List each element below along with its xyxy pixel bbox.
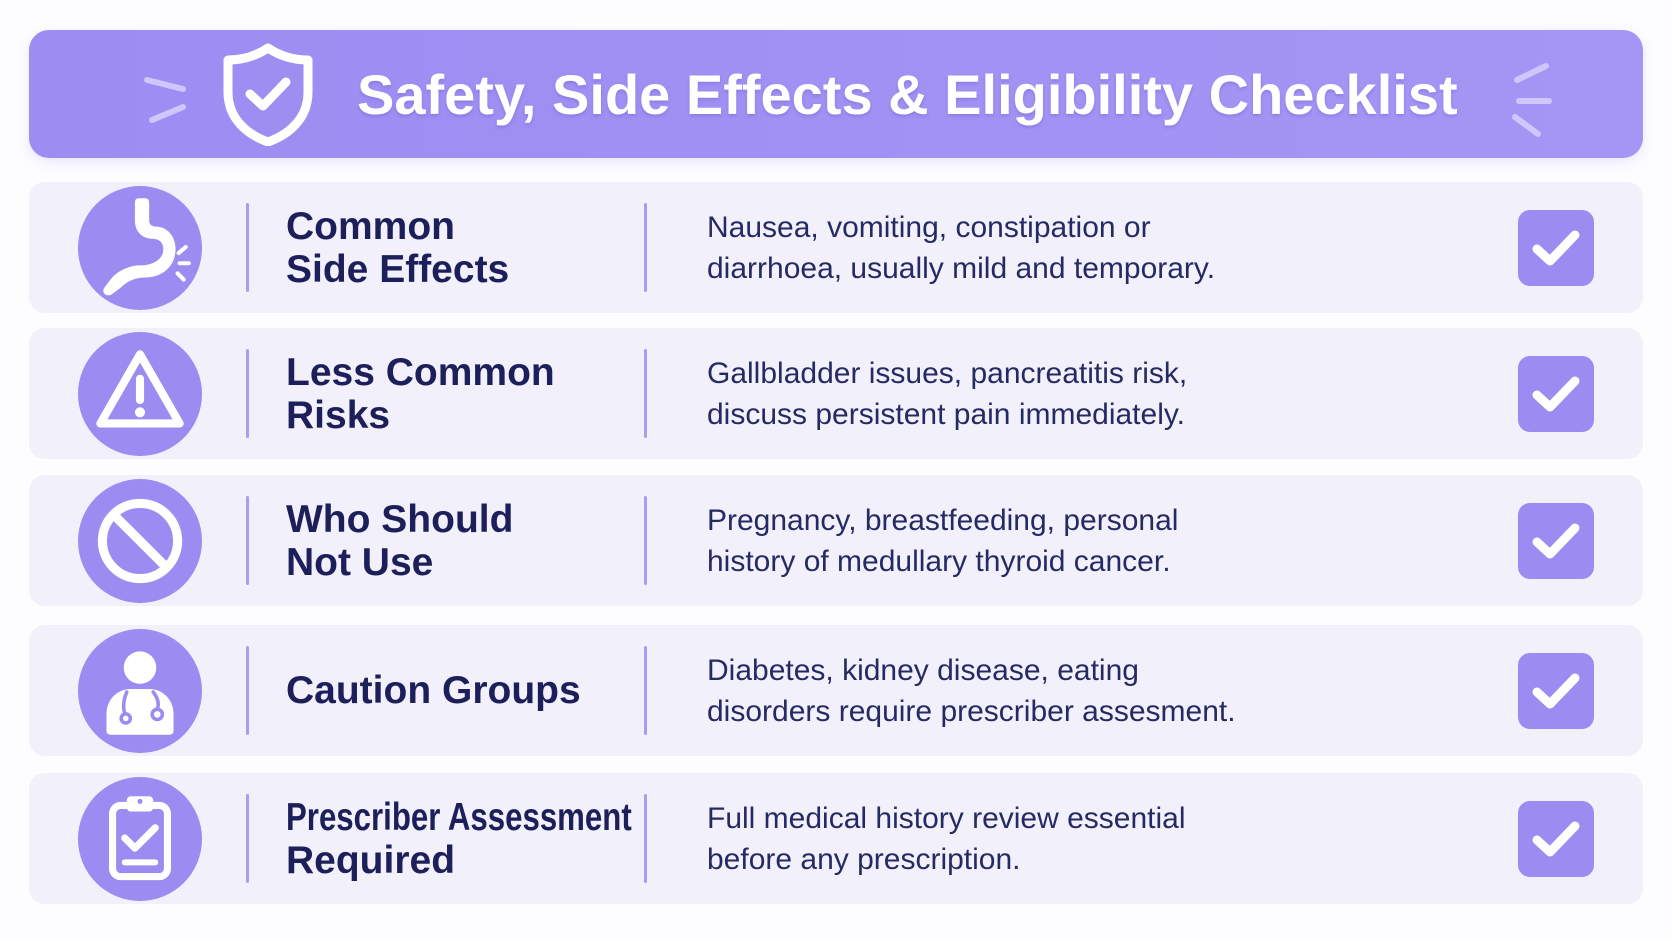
divider [644, 646, 647, 735]
row-label: Less Common Risks [286, 328, 555, 459]
row-label-line: Required [286, 838, 456, 882]
row-description: Diabetes, kidney disease, eating disorde… [707, 625, 1236, 756]
checkbox[interactable] [1518, 355, 1594, 432]
doctor-icon-graphic [106, 650, 174, 735]
row-description: Nausea, vomiting, constipation or diarrh… [707, 182, 1215, 313]
row-description-line: Pregnancy, breastfeeding, personal [707, 503, 1179, 537]
row-label-line: Side Effects [286, 247, 510, 291]
divider [644, 349, 647, 438]
row-label-line: Not Use [286, 540, 434, 584]
checkmark-icon [1532, 821, 1580, 856]
checklist-row: Caution Groups Diabetes, kidney disease,… [29, 625, 1643, 756]
divider [644, 496, 647, 585]
checkbox[interactable] [1518, 800, 1594, 877]
stomach-icon-graphic [103, 197, 191, 295]
divider [246, 496, 249, 585]
row-label-line: Who Should [286, 497, 514, 541]
row-description-line: Nausea, vomiting, constipation or [707, 210, 1151, 244]
row-label-line: Risks [286, 393, 391, 437]
checkbox[interactable] [1518, 652, 1594, 729]
row-description-line: diarrhoea, usually mild and temporary. [707, 251, 1216, 285]
checkbox[interactable] [1518, 502, 1594, 579]
checkmark-icon [1532, 230, 1580, 265]
checkmark-icon [1532, 376, 1580, 411]
divider [246, 646, 249, 735]
checkbox[interactable] [1518, 209, 1594, 286]
row-description-line: history of medullary thyroid cancer. [707, 544, 1171, 578]
checkmark-icon [1532, 673, 1580, 708]
sparkle-lines-icon [144, 77, 186, 123]
prohibited-icon [78, 478, 202, 603]
row-description-line: Full medical history review essential [707, 801, 1186, 835]
row-label-line: Caution Groups [286, 669, 581, 712]
warning-icon-graphic [96, 349, 184, 428]
checkmark-icon [1532, 523, 1580, 558]
row-label: Common Side Effects [286, 182, 509, 313]
row-label: Caution Groups [286, 625, 581, 756]
row-label-line: Prescriber Assessment [286, 795, 632, 839]
divider [644, 794, 647, 883]
shield-check-icon [223, 43, 313, 146]
row-description-line: Diabetes, kidney disease, eating [707, 653, 1139, 687]
checklist-row: Prescriber Assessment Required Full medi… [29, 773, 1643, 904]
row-description-line: before any prescription. [707, 842, 1021, 876]
checklist-row: Who Should Not Use Pregnancy, breastfeed… [29, 475, 1643, 606]
page-title: Safety, Side Effects & Eligibility Check… [357, 62, 1458, 126]
row-description-line: discuss persistent pain immediately. [707, 397, 1185, 431]
row-label: Prescriber Assessment Required [286, 773, 718, 904]
row-label-line: Less Common [286, 350, 555, 394]
prohibited-icon-graphic [97, 498, 183, 583]
sparkle-lines-icon [1512, 63, 1552, 137]
header-banner: Safety, Side Effects & Eligibility Check… [29, 30, 1643, 158]
row-description-line: disorders require prescriber assesment. [707, 694, 1236, 728]
clipboard-check-icon-graphic [109, 795, 171, 880]
row-description: Full medical history review essential be… [707, 773, 1186, 904]
divider [246, 203, 249, 292]
row-description: Gallbladder issues, pancreatitis risk, d… [707, 328, 1187, 459]
divider [644, 203, 647, 292]
clipboard-check-icon [78, 776, 202, 901]
warning-icon [78, 331, 202, 456]
row-description: Pregnancy, breastfeeding, personal histo… [707, 475, 1178, 606]
checklist-row: Less Common Risks Gallbladder issues, pa… [29, 328, 1643, 459]
row-description-line: Gallbladder issues, pancreatitis risk, [707, 356, 1188, 390]
divider [246, 794, 249, 883]
divider [246, 349, 249, 438]
row-label-line: Common [286, 204, 455, 248]
checklist-row: Common Side Effects Nausea, vomiting, co… [29, 182, 1643, 313]
stomach-icon [78, 185, 202, 310]
doctor-icon [78, 628, 202, 753]
row-label: Who Should Not Use [286, 475, 513, 606]
